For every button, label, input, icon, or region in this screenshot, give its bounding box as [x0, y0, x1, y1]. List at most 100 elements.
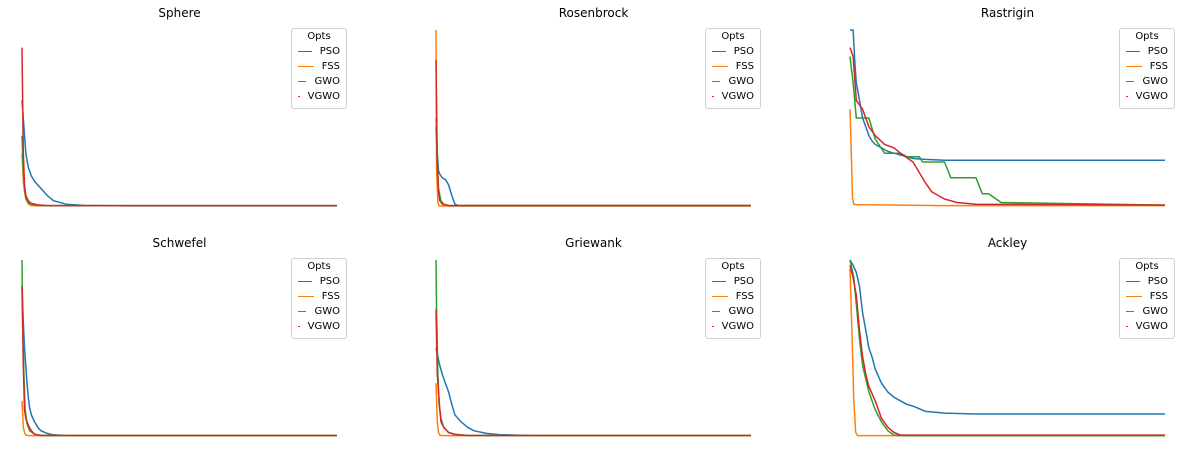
legend-swatch-gwo [298, 311, 307, 312]
chart-title: Ackley [987, 236, 1028, 250]
legend-label-pso: PSO [733, 46, 754, 57]
series-line-griewank-vgwo [435, 309, 751, 437]
legend-label-vgwo: VGWO [307, 91, 340, 102]
legend-label-gwo: GWO [314, 306, 340, 317]
series-line-rastrigin-gwo [849, 56, 1166, 206]
legend-swatch-vgwo [1126, 326, 1128, 327]
legend-entry-fss: FSS [712, 289, 754, 304]
panel-sphere [21, 47, 337, 207]
panel-ackley [849, 259, 1165, 437]
legend-swatch-vgwo [1126, 96, 1128, 97]
legend-swatch-pso [712, 51, 726, 52]
legend-entry-gwo: GWO [712, 74, 754, 89]
legend-entry-fss: FSS [298, 59, 340, 74]
legend-entry-fss: FSS [1126, 59, 1168, 74]
legend-swatch-gwo [1126, 311, 1135, 312]
legend-swatch-fss [1126, 66, 1142, 67]
legend-entry-pso: PSO [298, 44, 340, 59]
legend-entry-fss: FSS [712, 59, 754, 74]
legend-title: Opts [721, 31, 745, 42]
legend-label-pso: PSO [1147, 276, 1168, 287]
series-line-rastrigin-vgwo [849, 47, 1166, 206]
legend-swatch-fss [298, 296, 314, 297]
series-line-rosenbrock-vgwo [435, 59, 751, 207]
panel-griewank [435, 259, 751, 437]
panel-rosenbrock [435, 29, 751, 207]
chart-title: Schwefel [152, 236, 207, 250]
legend-swatch-fss [712, 296, 728, 297]
legend-label-vgwo: VGWO [721, 91, 754, 102]
chart-title: Sphere [158, 6, 201, 20]
legend-entry-vgwo: VGWO [712, 319, 754, 334]
chart-title: Rosenbrock [558, 6, 629, 20]
legend-title: Opts [721, 261, 745, 272]
legend-label-pso: PSO [319, 276, 340, 287]
legend-swatch-gwo [712, 311, 721, 312]
panel-rastrigin [849, 29, 1166, 207]
chart-title: Griewank [565, 236, 622, 250]
legend-entry-gwo: GWO [298, 304, 340, 319]
legend-title: Opts [1135, 31, 1159, 42]
legend-label-gwo: GWO [728, 76, 754, 87]
legend-rosenbrock: Opts PSO FSS GWO VGWO [705, 28, 761, 109]
legend-swatch-gwo [1126, 81, 1135, 82]
legend-entry-gwo: GWO [298, 74, 340, 89]
legend-swatch-pso [712, 281, 726, 282]
legend-label-vgwo: VGWO [307, 321, 340, 332]
legend-griewank: Opts PSO FSS GWO VGWO [705, 258, 761, 339]
legend-swatch-fss [1126, 296, 1142, 297]
legend-sphere: Opts PSO FSS GWO VGWO [291, 28, 347, 109]
legend-entry-vgwo: VGWO [712, 89, 754, 104]
legend-swatch-pso [298, 51, 312, 52]
panel-schwefel [21, 259, 337, 437]
legend-swatch-gwo [712, 81, 721, 82]
legend-title: Opts [307, 31, 331, 42]
legend-entry-vgwo: VGWO [1126, 89, 1168, 104]
series-line-rastrigin-pso [850, 29, 1165, 161]
legend-title: Opts [307, 261, 331, 272]
legend-label-fss: FSS [735, 291, 754, 302]
legend-label-pso: PSO [1147, 46, 1168, 57]
legend-swatch-vgwo [712, 96, 714, 97]
legend-label-vgwo: VGWO [1135, 321, 1168, 332]
legend-label-pso: PSO [319, 46, 340, 57]
legend-swatch-gwo [298, 81, 307, 82]
series-line-ackley-pso [849, 259, 1165, 415]
legend-label-vgwo: VGWO [721, 321, 754, 332]
legend-swatch-vgwo [298, 96, 300, 97]
legend-entry-gwo: GWO [1126, 304, 1168, 319]
legend-entry-pso: PSO [1126, 44, 1168, 59]
legend-swatch-pso [1126, 51, 1140, 52]
legend-title: Opts [1135, 261, 1159, 272]
series-line-rastrigin-fss [849, 109, 1165, 207]
legend-swatch-vgwo [712, 326, 714, 327]
legend-entry-vgwo: VGWO [298, 89, 340, 104]
legend-swatch-pso [1126, 281, 1140, 282]
legend-label-fss: FSS [321, 291, 340, 302]
legend-swatch-fss [712, 66, 728, 67]
legend-label-gwo: GWO [1142, 76, 1168, 87]
legend-schwefel: Opts PSO FSS GWO VGWO [291, 258, 347, 339]
chart-title: Rastrigin [980, 6, 1035, 20]
series-line-sphere-vgwo [21, 47, 337, 207]
legend-entry-pso: PSO [712, 274, 754, 289]
legend-entry-gwo: GWO [712, 304, 754, 319]
legend-label-fss: FSS [735, 61, 754, 72]
legend-label-gwo: GWO [1142, 306, 1168, 317]
legend-entry-gwo: GWO [1126, 74, 1168, 89]
legend-rastrigin: Opts PSO FSS GWO VGWO [1119, 28, 1175, 109]
legend-entry-fss: FSS [1126, 289, 1168, 304]
legend-swatch-pso [298, 281, 312, 282]
legend-label-gwo: GWO [728, 306, 754, 317]
legend-entry-pso: PSO [712, 44, 754, 59]
legend-ackley: Opts PSO FSS GWO VGWO [1119, 258, 1175, 339]
series-line-schwefel-vgwo [21, 286, 337, 437]
legend-entry-vgwo: VGWO [298, 319, 340, 334]
legend-label-fss: FSS [321, 61, 340, 72]
legend-label-gwo: GWO [314, 76, 340, 87]
legend-label-fss: FSS [1149, 291, 1168, 302]
series-line-ackley-vgwo [849, 265, 1165, 436]
